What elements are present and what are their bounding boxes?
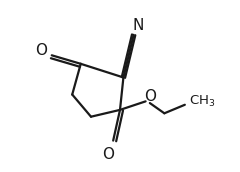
- Text: O: O: [144, 89, 156, 104]
- Text: N: N: [132, 18, 144, 33]
- Text: O: O: [102, 147, 114, 162]
- Text: CH$_3$: CH$_3$: [189, 94, 216, 109]
- Text: O: O: [36, 43, 48, 58]
